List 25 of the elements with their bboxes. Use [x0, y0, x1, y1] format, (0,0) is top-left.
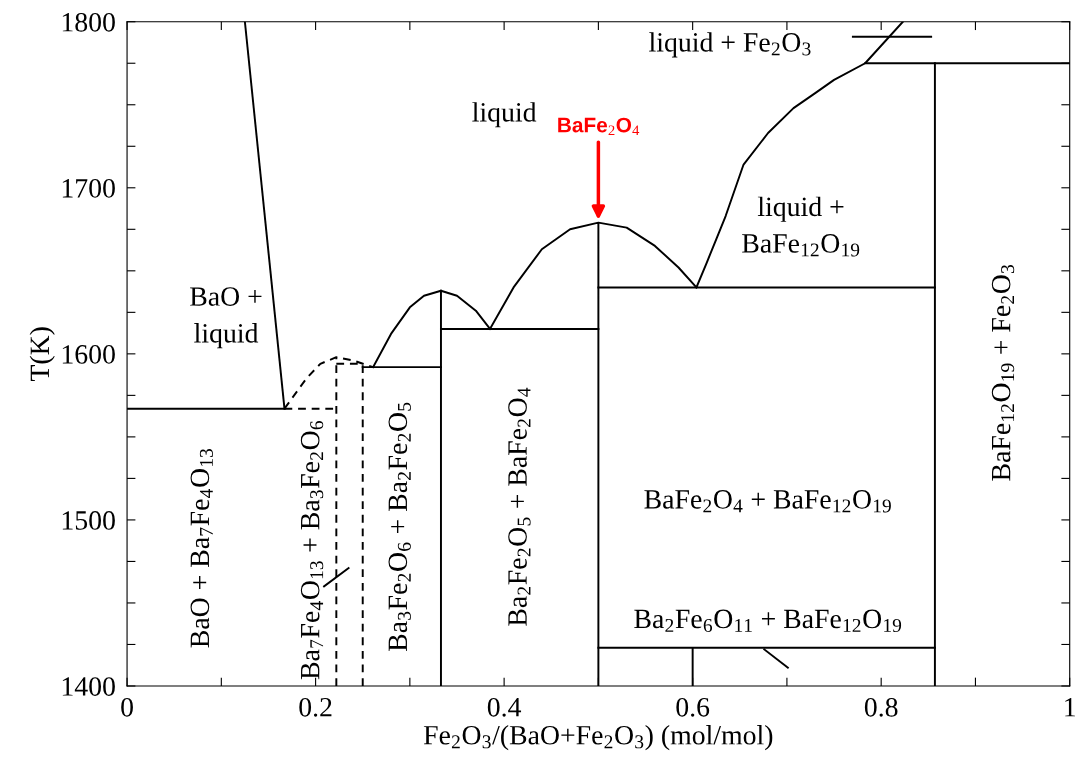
y-tick-label: 1400	[62, 677, 115, 696]
annotation: BaFe$_{2}$O$_{4}$ + BaFe$_{12}$O$_{19}$	[644, 490, 891, 513]
annotation: BaO + Ba$_{7}$Fe$_{4}$O$_{13}$	[190, 449, 213, 648]
y-tick-label: 1500	[62, 511, 115, 530]
text: Ba$_{3}$Fe$_{2}$O$_{6}$ + Ba$_{2}$Fe$_{2}$O$_{5}$	[388, 402, 411, 652]
x-tick-label: 0.4	[487, 697, 522, 717]
text: Ba$_{7}$Fe$_{4}$O$_{13}$ + Ba$_{3}$Fe$_{2}$O$_{6}$	[300, 421, 324, 680]
x-tick-label: 0	[121, 697, 133, 717]
y-tick-label: 1800	[62, 12, 115, 32]
annotation: BaFe$_{2}$O$_{4}$	[558, 117, 640, 136]
x-tick-label: 0.8	[864, 697, 898, 717]
text: Ba$_{2}$Fe$_{2}$O$_{5}$ + BaFe$_{2}$O$_{4}$	[508, 387, 531, 626]
y-tick-label: 1600	[62, 345, 115, 364]
text: Ba$_{2}$Fe$_{6}$O$_{11}$ + BaFe$_{12}$O$_{19}$	[634, 609, 902, 633]
x-tick-label: 0.6	[676, 697, 710, 717]
x-tick-label: 1	[1065, 698, 1075, 717]
y-tick-label: 1700	[62, 178, 115, 198]
annotation: liquid + Fe$_{2}$O$_{3}$	[649, 32, 811, 58]
annotation: BaO + liquid	[190, 287, 262, 349]
annotation: liquid + BaFe$_{12}$O$_{19}$	[742, 196, 860, 257]
text: Fe$_{2}$O$_{3}$/(BaO+Fe$_{2}$O$_{3}$) (mol/mol)	[423, 725, 773, 751]
x-tick-label: 0.2	[299, 697, 332, 717]
annotation: BaFe$_{12}$O$_{19}$ + Fe$_{2}$O$_{3}$	[991, 265, 1015, 481]
y-axis-title: T(K)	[29, 327, 55, 382]
annotation: liquid	[472, 102, 537, 128]
